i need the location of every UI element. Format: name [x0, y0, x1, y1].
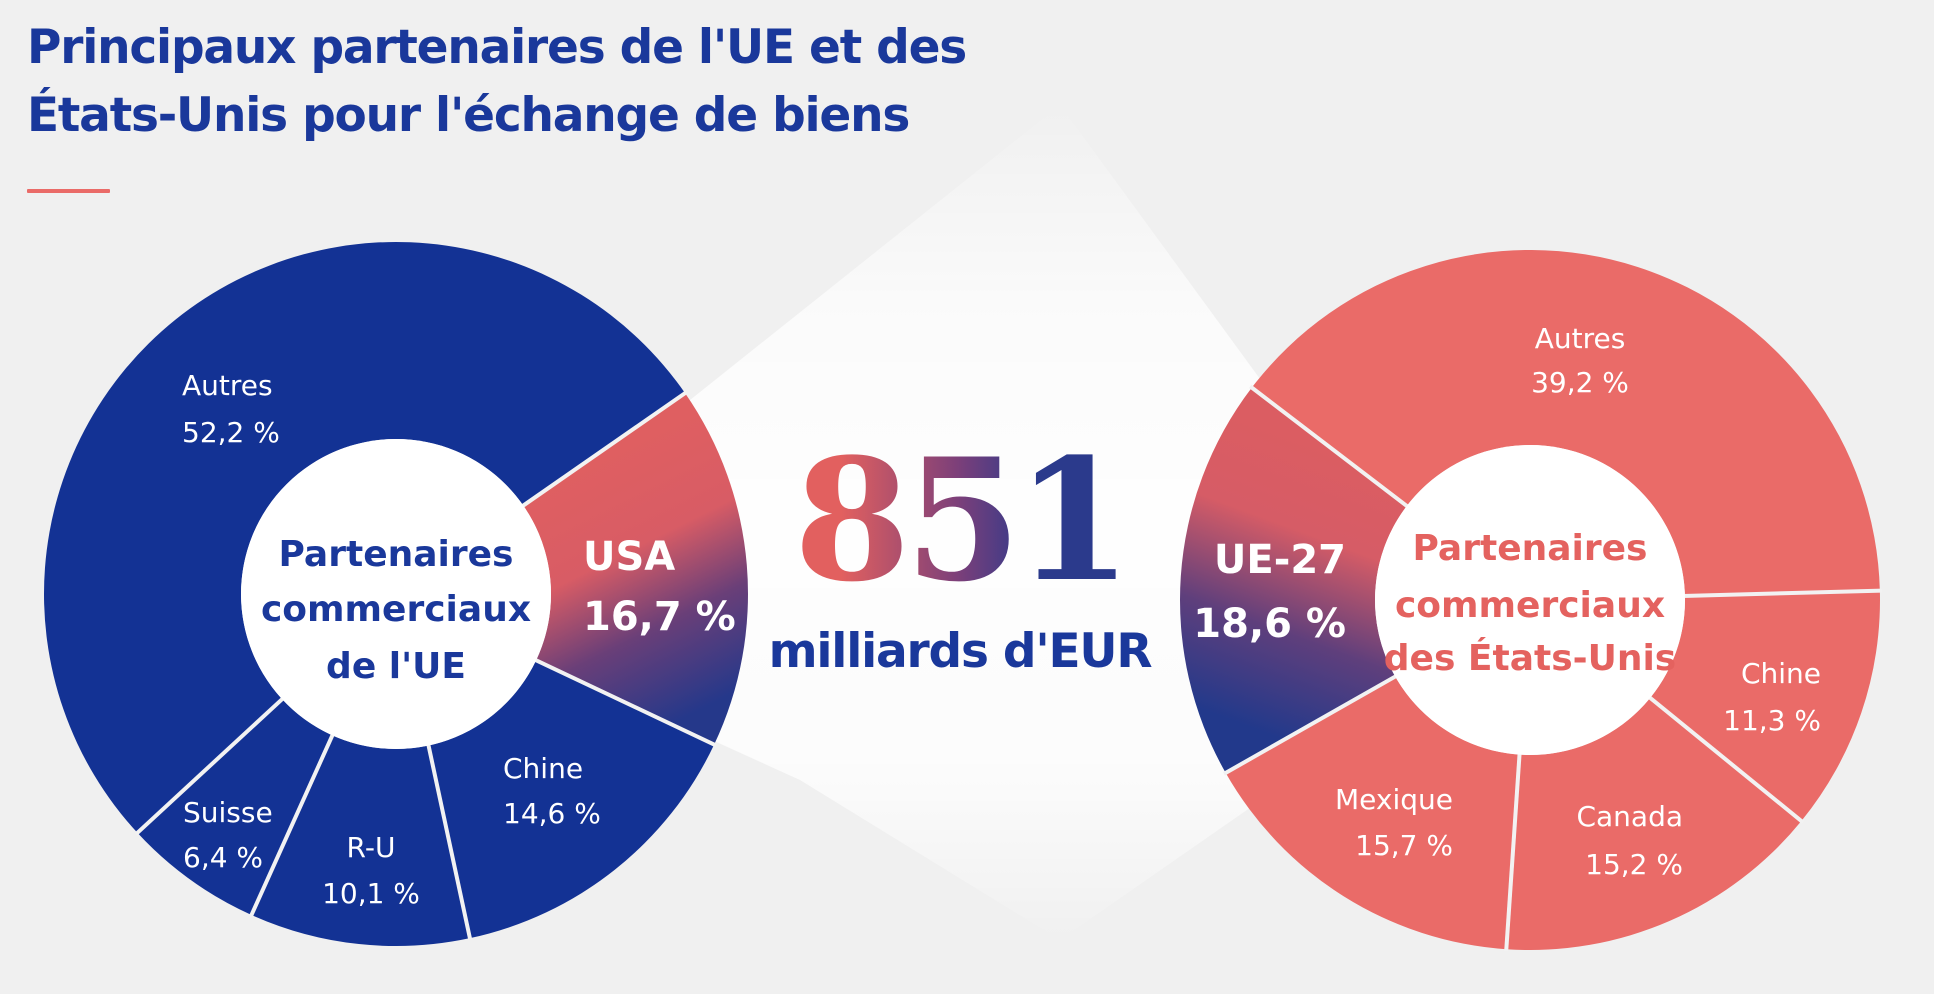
slice-value-chine: 14,6 % — [503, 797, 601, 830]
slice-chine — [1650, 590, 1880, 822]
title-accent-line — [27, 189, 110, 193]
slice-label-suisse: Suisse — [183, 796, 273, 829]
slice-value-canada: 15,2 % — [1585, 848, 1683, 881]
slice-divider — [248, 732, 336, 918]
trade-volume-value: 851 — [790, 430, 1133, 610]
slice-usa — [523, 393, 748, 745]
slice-label-canada: Canada — [1576, 800, 1683, 833]
trade-volume-unit: milliards d'EUR — [768, 624, 1153, 679]
slice-chine — [428, 660, 715, 939]
slice-autres — [44, 242, 686, 833]
slice-divider — [1504, 752, 1522, 952]
slice-value-r-u: 10,1 % — [322, 877, 420, 910]
slice-divider — [520, 390, 688, 509]
us-partners-donut: Partenaires commerciaux des États-Unis UE-2… — [1180, 250, 1882, 952]
slice-value-chine: 11,3 % — [1723, 704, 1821, 737]
slice-value-mexique: 15,7 % — [1355, 829, 1453, 862]
slice-label-usa: USA — [583, 534, 675, 580]
slice-label-chine: Chine — [1741, 657, 1821, 690]
center-diamond-highlight — [690, 105, 1290, 940]
donut-center-label: des États-Unis — [1384, 637, 1676, 679]
slice-ue-27 — [1180, 387, 1407, 773]
slice-divider — [1682, 588, 1882, 598]
slice-value-suisse: 6,4 % — [183, 841, 263, 874]
slice-divider — [1249, 384, 1410, 509]
donut-center — [1375, 445, 1685, 755]
donut-center-label: commerciaux — [261, 589, 531, 630]
chart-title-line-2: États-Unis pour l'échange de biens — [27, 88, 910, 143]
donut-center-label: de l'UE — [326, 646, 466, 687]
slice-label-mexique: Mexique — [1335, 783, 1453, 816]
slice-label-chine: Chine — [503, 752, 583, 785]
slice-divider — [134, 696, 285, 836]
slice-autres — [1251, 250, 1880, 596]
donut-center — [241, 439, 551, 749]
donut-center-label: Partenaires — [1413, 528, 1648, 569]
slice-label-autres: Autres — [1535, 322, 1626, 355]
slice-value-autres: 39,2 % — [1531, 366, 1629, 399]
slice-divider — [1647, 695, 1805, 824]
slice-value-autres: 52,2 % — [182, 416, 280, 449]
slice-value-usa: 16,7 % — [583, 594, 736, 640]
slice-label-ue-27: UE-27 — [1214, 537, 1346, 583]
chart-title-line-1: Principaux partenaires de l'UE et des — [27, 20, 967, 75]
slice-divider — [533, 657, 717, 748]
slice-label-autres: Autres — [182, 369, 273, 402]
chart-title: Principaux partenaires de l'UE et des Ét… — [27, 14, 1027, 150]
slice-suisse — [137, 699, 333, 915]
slice-r-u — [251, 735, 470, 946]
donut-center-label: Partenaires — [279, 534, 514, 575]
slice-mexique — [1225, 676, 1520, 950]
slice-value-ue-27: 18,6 % — [1193, 601, 1346, 647]
slice-divider — [426, 743, 473, 941]
slice-label-r-u: R-U — [347, 831, 396, 864]
slice-divider — [1222, 673, 1398, 776]
donut-center-label: commerciaux — [1395, 585, 1665, 626]
eu-partners-donut: Partenaires commerciaux de l'UE USA 16,7 % Ch… — [44, 242, 748, 946]
slice-canada — [1506, 697, 1802, 950]
